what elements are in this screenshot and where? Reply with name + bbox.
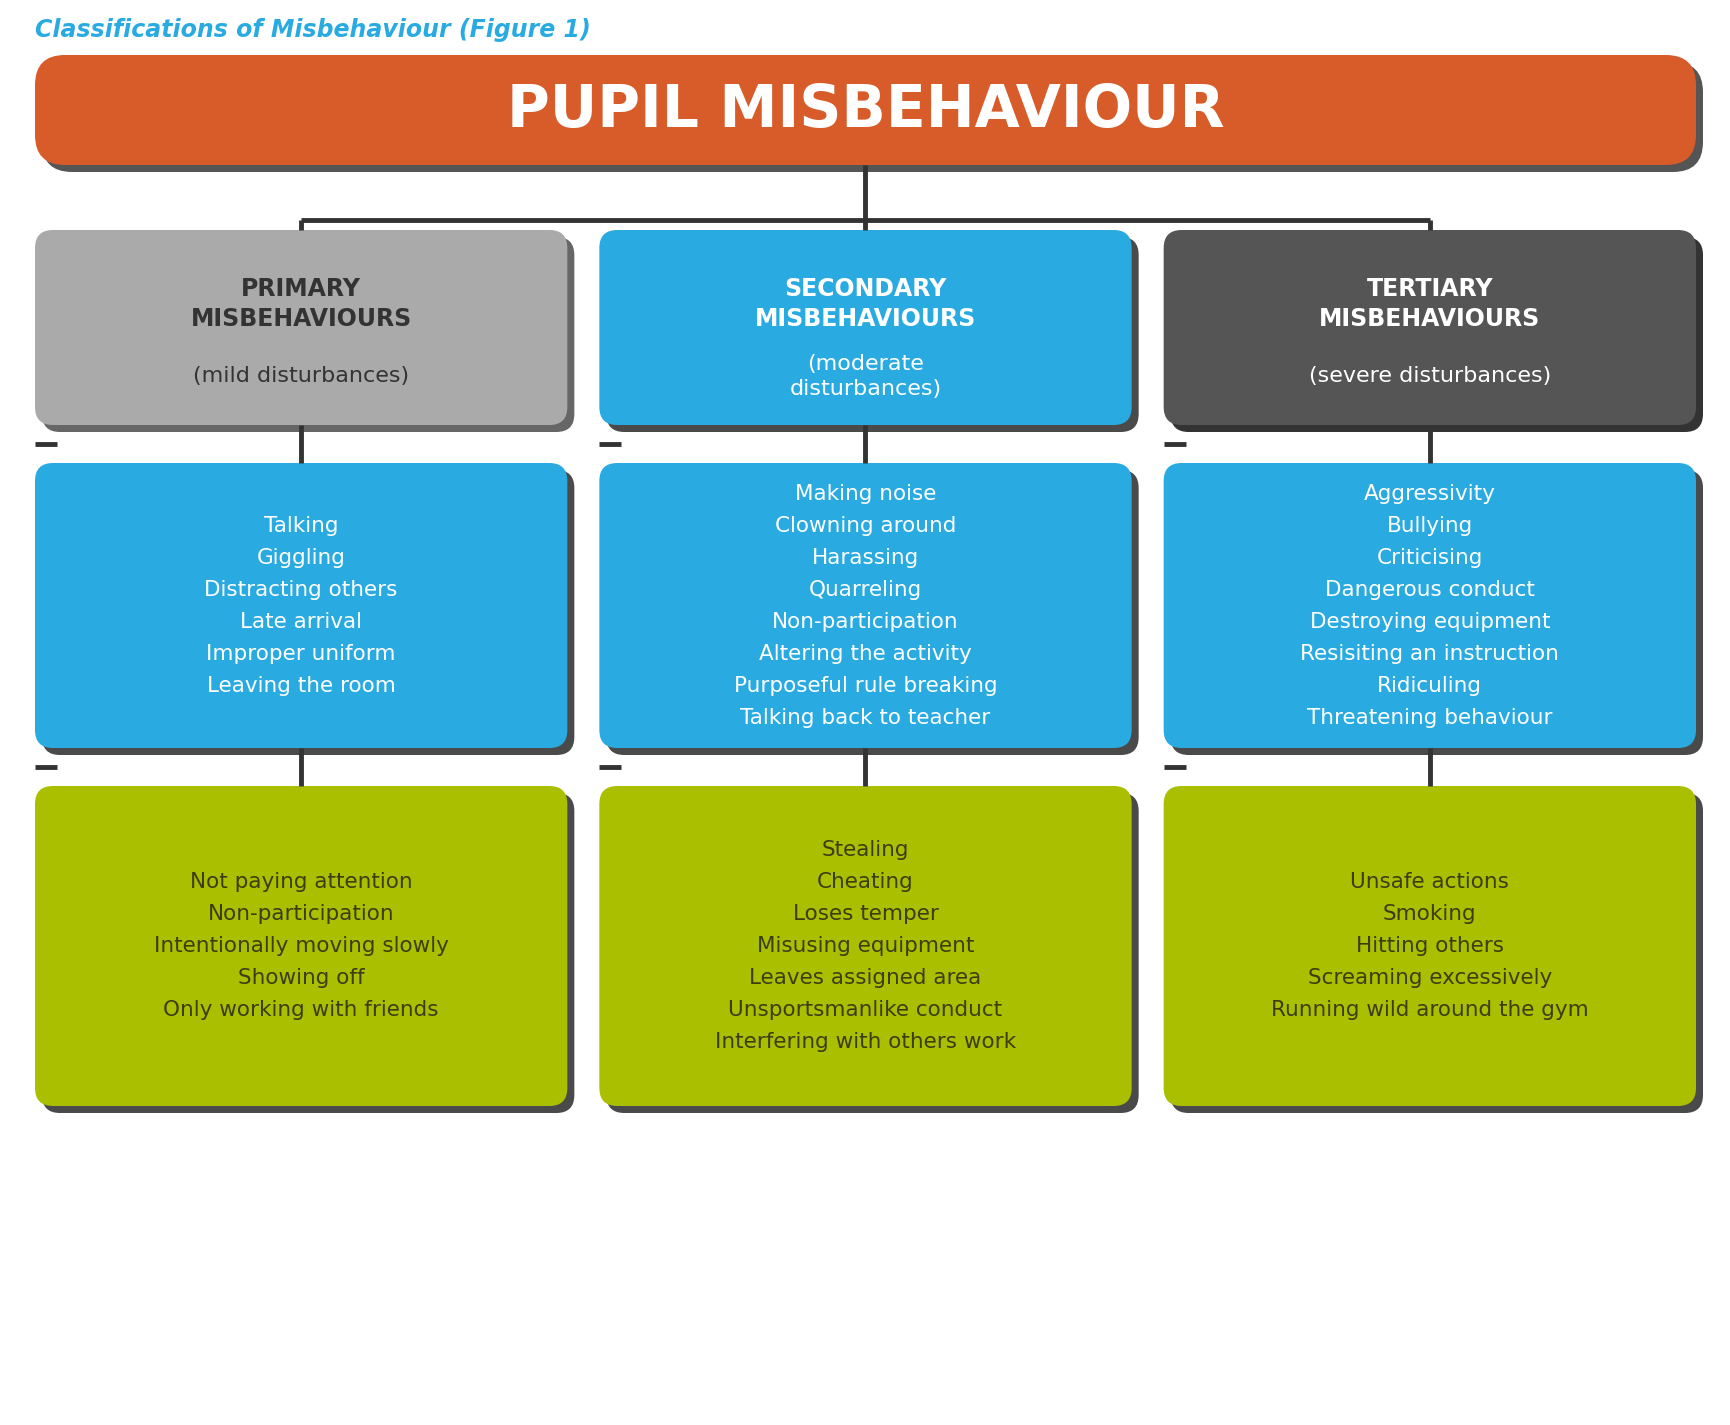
FancyBboxPatch shape xyxy=(42,63,1702,172)
FancyBboxPatch shape xyxy=(35,463,567,748)
FancyBboxPatch shape xyxy=(606,792,1138,1113)
Text: (mild disturbances): (mild disturbances) xyxy=(194,366,408,386)
FancyBboxPatch shape xyxy=(1163,787,1695,1106)
Text: Making noise
Clowning around
Harassing
Quarreling
Non-participation
Altering the: Making noise Clowning around Harassing Q… xyxy=(734,483,996,728)
FancyBboxPatch shape xyxy=(35,56,1695,165)
Text: Stealing
Cheating
Loses temper
Misusing equipment
Leaves assigned area
Unsportsm: Stealing Cheating Loses temper Misusing … xyxy=(714,839,1016,1052)
FancyBboxPatch shape xyxy=(42,470,574,755)
FancyBboxPatch shape xyxy=(1169,470,1702,755)
FancyBboxPatch shape xyxy=(1163,229,1695,425)
Text: Not paying attention
Non-participation
Intentionally moving slowly
Showing off
O: Not paying attention Non-participation I… xyxy=(154,872,448,1020)
Text: SECONDARY
MISBEHAVIOURS: SECONDARY MISBEHAVIOURS xyxy=(754,276,976,332)
FancyBboxPatch shape xyxy=(599,229,1131,425)
Text: (moderate
disturbances): (moderate disturbances) xyxy=(789,353,941,399)
Text: Talking
Giggling
Distracting others
Late arrival
Improper uniform
Leaving the ro: Talking Giggling Distracting others Late… xyxy=(204,516,398,695)
Text: (severe disturbances): (severe disturbances) xyxy=(1308,366,1550,386)
FancyBboxPatch shape xyxy=(599,463,1131,748)
Text: TERTIARY
MISBEHAVIOURS: TERTIARY MISBEHAVIOURS xyxy=(1318,276,1540,332)
Text: Aggressivity
Bullying
Criticising
Dangerous conduct
Destroying equipment
Resisit: Aggressivity Bullying Criticising Danger… xyxy=(1299,483,1559,728)
FancyBboxPatch shape xyxy=(1163,463,1695,748)
FancyBboxPatch shape xyxy=(606,470,1138,755)
FancyBboxPatch shape xyxy=(42,237,574,432)
FancyBboxPatch shape xyxy=(1169,237,1702,432)
FancyBboxPatch shape xyxy=(35,787,567,1106)
FancyBboxPatch shape xyxy=(35,229,567,425)
FancyBboxPatch shape xyxy=(606,237,1138,432)
Text: Unsafe actions
Smoking
Hitting others
Screaming excessively
Running wild around : Unsafe actions Smoking Hitting others Sc… xyxy=(1270,872,1588,1020)
Text: PRIMARY
MISBEHAVIOURS: PRIMARY MISBEHAVIOURS xyxy=(190,276,412,332)
Text: Classifications of Misbehaviour (Figure 1): Classifications of Misbehaviour (Figure … xyxy=(35,19,590,41)
FancyBboxPatch shape xyxy=(599,787,1131,1106)
FancyBboxPatch shape xyxy=(1169,792,1702,1113)
FancyBboxPatch shape xyxy=(42,792,574,1113)
Text: PUPIL MISBEHAVIOUR: PUPIL MISBEHAVIOUR xyxy=(507,81,1223,138)
